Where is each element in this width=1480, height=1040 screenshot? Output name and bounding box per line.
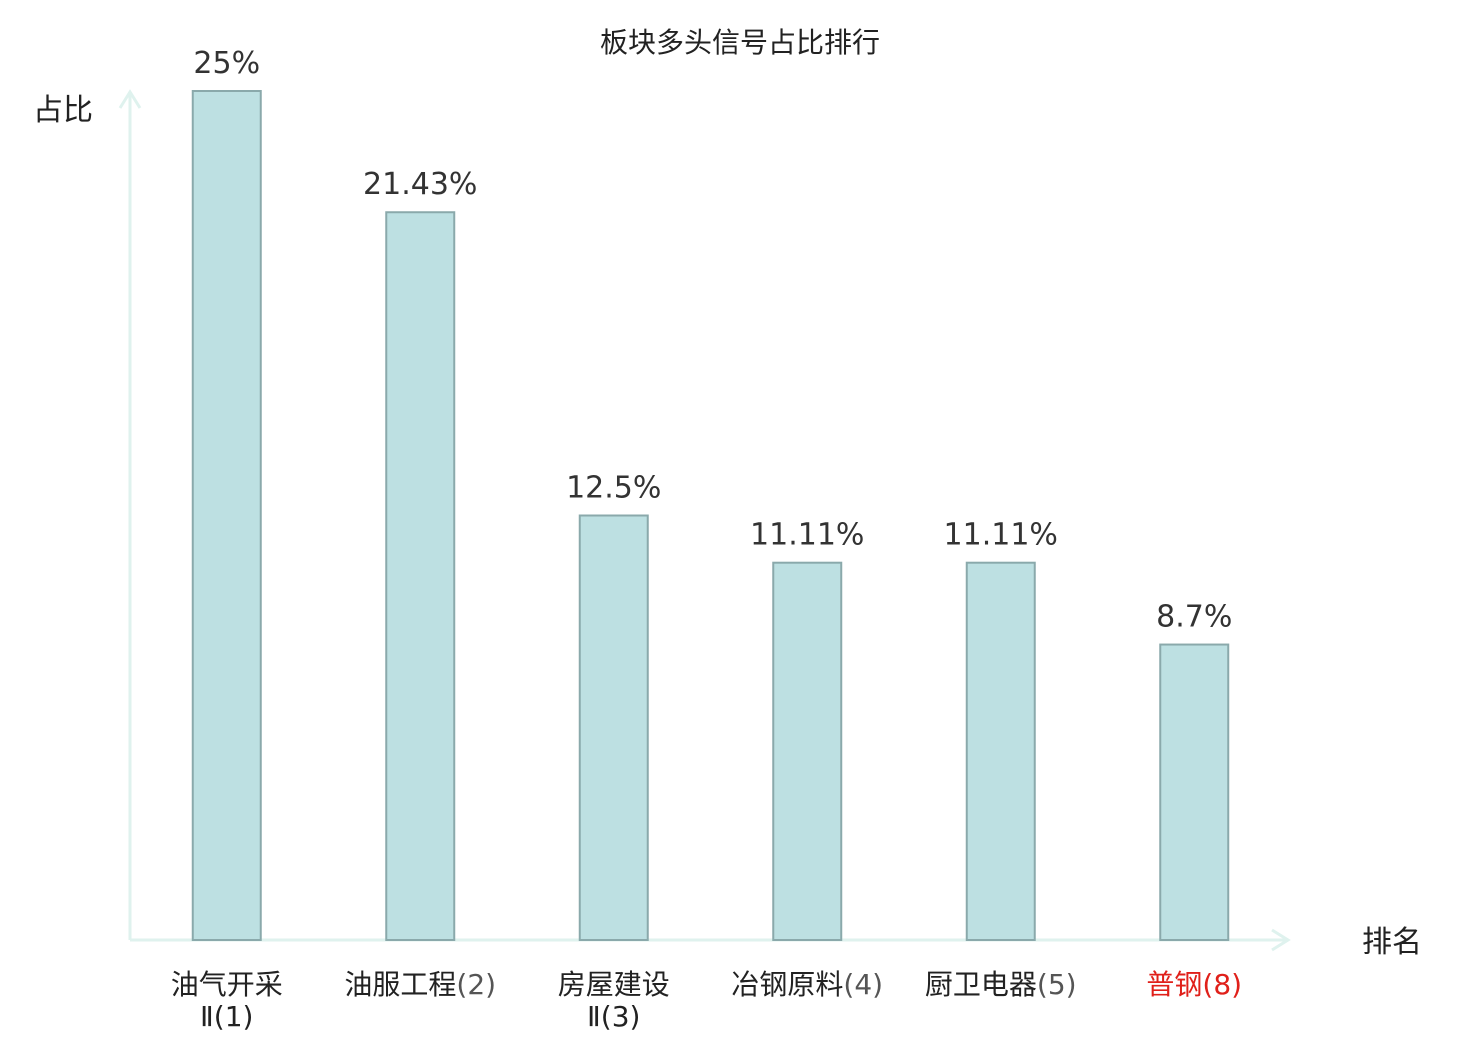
x-axis-label: 排名 <box>1362 925 1422 960</box>
category-label: 冶钢原料(4) <box>731 968 883 1001</box>
bar-value-label: 12.5% <box>566 471 661 506</box>
category-label: 油服工程(2) <box>344 968 496 1001</box>
bar-value-label: 21.43% <box>363 167 477 202</box>
bar-value-label: 11.11% <box>750 518 864 553</box>
y-axis-arrow <box>118 89 142 109</box>
x-axis-arrow <box>1271 928 1291 952</box>
bar <box>1159 643 1230 941</box>
chart-title: 板块多头信号占比排行 <box>600 26 880 59</box>
bar <box>965 561 1036 941</box>
category-label: 油气开采 <box>171 968 283 1001</box>
bar-value-label: 11.11% <box>944 518 1058 553</box>
bar-value-label: 8.7% <box>1156 600 1232 635</box>
bar <box>772 561 843 941</box>
category-label: 普钢(8) <box>1146 968 1242 1001</box>
category-label: 房屋建设 <box>558 968 670 1001</box>
bar <box>385 211 456 942</box>
bar <box>191 90 262 941</box>
category-label-line2: Ⅱ(3) <box>587 1000 640 1033</box>
bar <box>578 514 649 941</box>
bar-value-label: 25% <box>193 46 260 81</box>
category-label-line2: Ⅱ(1) <box>200 1000 253 1033</box>
y-axis-label: 占比 <box>33 93 93 128</box>
category-label: 厨卫电器(5) <box>925 968 1077 1001</box>
